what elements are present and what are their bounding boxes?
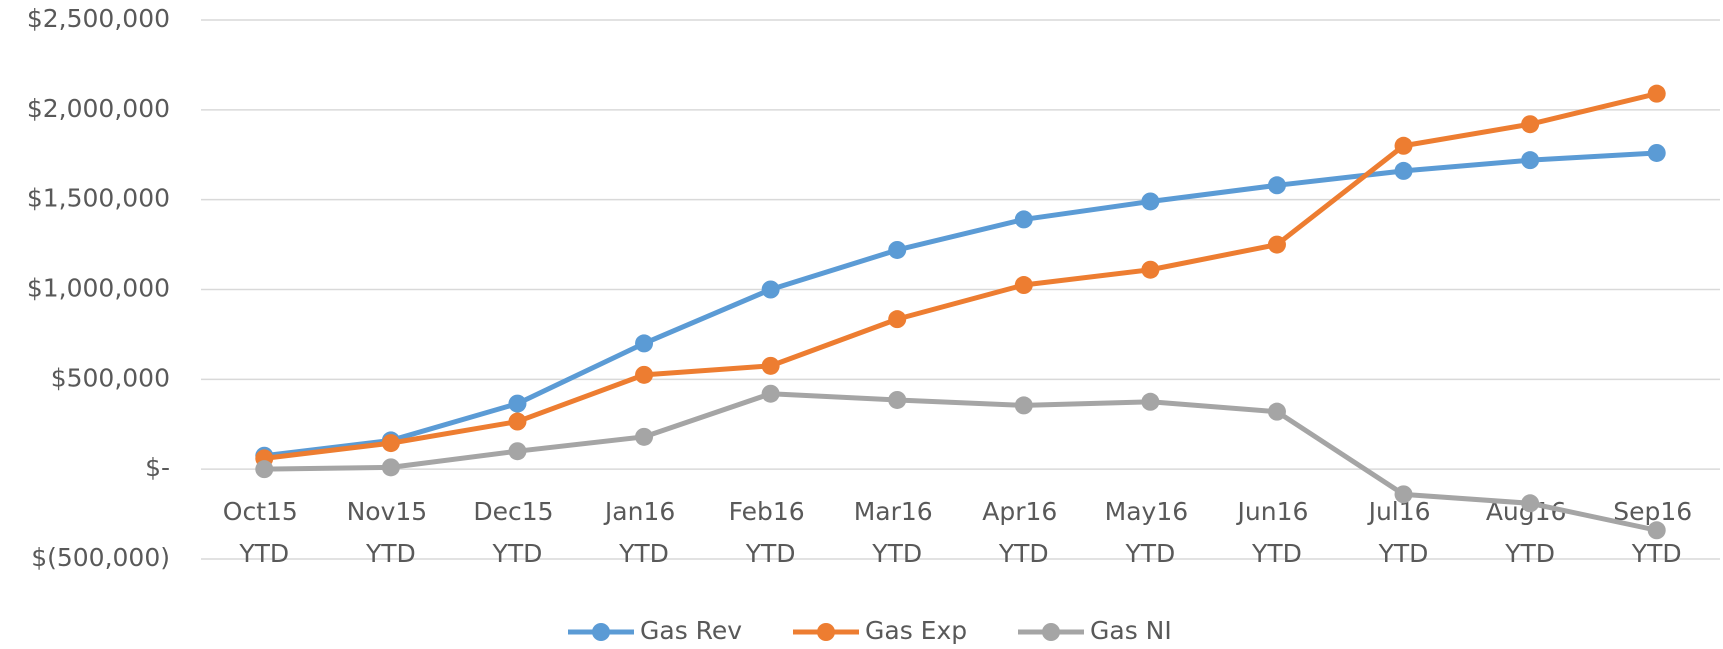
data-point (761, 280, 780, 299)
legend-marker (817, 623, 835, 641)
data-point (1267, 176, 1286, 195)
x-tick-label: Sep16 YTD (1613, 497, 1700, 568)
data-point (888, 390, 907, 409)
y-tick-label: $1,000,000 (27, 274, 170, 303)
x-tick-label: Apr16 YTD (982, 497, 1065, 568)
x-tick-label: Jun16 YTD (1236, 497, 1317, 568)
data-point (508, 442, 527, 461)
data-point (635, 365, 654, 384)
data-point (888, 310, 907, 329)
legend-marker (592, 623, 610, 641)
x-tick-label: Jul16 YTD (1367, 497, 1439, 568)
series-line (263, 91, 1658, 461)
data-point (1014, 210, 1033, 229)
x-tick-label: Jan16 YTD (603, 497, 683, 568)
data-point (255, 460, 274, 479)
series-line (263, 150, 1657, 459)
x-tick-label: Dec15 YTD (473, 497, 561, 568)
data-point (1267, 402, 1286, 421)
data-point (1141, 392, 1160, 411)
data-point (761, 384, 780, 403)
series-line (264, 391, 1658, 533)
data-point (1647, 143, 1666, 162)
data-point (508, 394, 527, 413)
data-point (1394, 136, 1413, 155)
data-point (1521, 494, 1540, 513)
data-point (1394, 161, 1413, 180)
data-point (635, 427, 654, 446)
y-tick-label: $(500,000) (31, 543, 170, 572)
data-point (1394, 485, 1413, 504)
data-point (1267, 235, 1286, 254)
data-point (1141, 192, 1160, 211)
data-point (888, 240, 907, 259)
legend-label: Gas Rev (640, 616, 742, 645)
y-tick-label: $- (145, 453, 170, 482)
x-tick-label: Nov15 YTD (347, 497, 436, 568)
data-point (1521, 151, 1540, 170)
x-tick-label: May16 YTD (1105, 497, 1196, 568)
data-point (508, 412, 527, 431)
data-point (381, 434, 400, 453)
legend-marker (1042, 623, 1060, 641)
y-tick-label: $2,500,000 (27, 4, 170, 33)
x-tick-label: Mar16 YTD (854, 497, 941, 568)
data-point (1647, 84, 1666, 103)
data-point (761, 356, 780, 375)
data-point (635, 334, 654, 353)
legend-label: Gas NI (1090, 616, 1172, 645)
data-point (1141, 260, 1160, 279)
data-point (381, 458, 400, 477)
x-tick-label: Feb16 YTD (729, 497, 813, 568)
data-point (1014, 396, 1033, 415)
x-tick-label: Oct15 YTD (223, 497, 306, 568)
data-point (1014, 276, 1033, 295)
data-point (1647, 521, 1666, 540)
y-tick-label: $1,500,000 (27, 184, 170, 213)
y-tick-label: $2,000,000 (27, 94, 170, 123)
data-point (1521, 115, 1540, 134)
y-tick-label: $500,000 (51, 363, 170, 392)
legend-label: Gas Exp (865, 616, 967, 645)
